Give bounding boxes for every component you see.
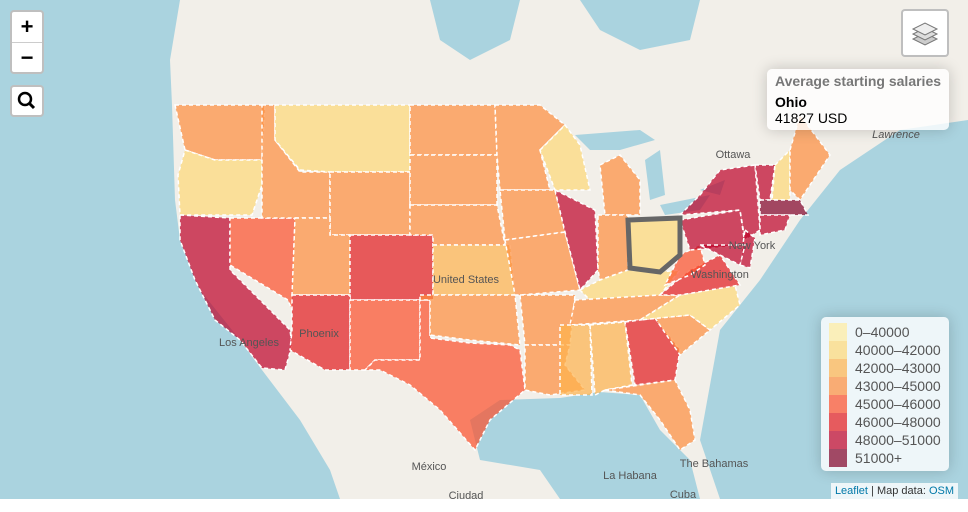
state[interactable]	[499, 189, 566, 241]
info-value: 41827 USD	[775, 110, 848, 126]
attribution: Leaflet | Map data: OSM	[830, 483, 958, 499]
state[interactable]	[657, 254, 742, 296]
place-label: La Habana	[603, 470, 658, 482]
state[interactable]	[759, 214, 792, 236]
state[interactable]	[759, 199, 810, 216]
info-title: Average starting salaries	[775, 73, 942, 89]
zoom-out-button[interactable]: −	[12, 42, 42, 73]
info-name: Ohio	[775, 94, 807, 110]
legend-label: 0–40000	[855, 324, 910, 340]
place-label: México	[412, 461, 447, 473]
legend-label: 40000–42000	[855, 342, 941, 358]
legend-item: 45000–46000	[829, 395, 941, 413]
state[interactable]	[289, 294, 351, 371]
great-lakes	[575, 130, 725, 215]
state[interactable]	[539, 123, 591, 191]
place-label: Los Angeles	[219, 337, 279, 349]
legend-label: 43000–45000	[855, 378, 941, 394]
state[interactable]	[663, 243, 706, 287]
layers-button[interactable]	[901, 9, 949, 57]
state[interactable]	[349, 234, 434, 301]
state[interactable]	[274, 104, 411, 173]
legend: 0–40000 40000–42000 42000–43000 43000–45000…	[821, 317, 949, 471]
legend-item: 42000–43000	[829, 359, 941, 377]
place-label: The Bahamas	[680, 458, 749, 470]
state[interactable]	[699, 244, 746, 267]
legend-swatch	[829, 359, 847, 377]
state[interactable]	[754, 164, 776, 201]
state[interactable]	[432, 244, 516, 296]
leaflet-link[interactable]: Leaflet	[834, 485, 868, 497]
state[interactable]	[363, 299, 526, 452]
state[interactable]	[597, 214, 629, 281]
legend-label: 45000–46000	[855, 396, 941, 412]
search-icon	[17, 91, 36, 110]
osm-link[interactable]: OSM	[928, 485, 954, 497]
pacific-ocean	[0, 0, 340, 499]
state[interactable]	[604, 379, 696, 452]
state[interactable]	[589, 321, 633, 397]
state[interactable]	[494, 104, 567, 191]
legend-swatch	[829, 341, 847, 359]
gulf-of-mexico	[470, 392, 700, 499]
state[interactable]	[599, 154, 641, 216]
state[interactable]	[624, 317, 681, 386]
place-label: Phoenix	[299, 328, 339, 340]
place-label: Lawrence	[872, 129, 920, 141]
state[interactable]	[678, 164, 761, 242]
state[interactable]	[578, 269, 682, 301]
legend-item: 51000+	[829, 449, 941, 467]
attribution-text: Map data:	[876, 485, 926, 497]
state[interactable]	[229, 217, 296, 311]
legend-swatch	[829, 449, 847, 467]
state[interactable]	[409, 154, 498, 206]
zoom-in-button[interactable]: +	[20, 14, 34, 39]
legend-swatch	[829, 431, 847, 449]
state[interactable]	[639, 284, 741, 331]
legend-label: 42000–43000	[855, 360, 941, 376]
legend-item: 40000–42000	[829, 341, 941, 359]
place-labels: Ottawa New York Washington United States…	[219, 129, 920, 499]
place-label: New York	[729, 240, 776, 252]
state[interactable]	[504, 231, 581, 296]
legend-item: 46000–48000	[829, 413, 941, 431]
attribution-separator: |	[871, 485, 874, 497]
zoom-control: + −	[10, 10, 44, 74]
state[interactable]	[553, 188, 599, 292]
place-label: Ciudad	[449, 490, 484, 499]
state[interactable]	[177, 149, 263, 216]
legend-swatch	[829, 413, 847, 431]
state[interactable]	[409, 104, 498, 156]
states	[174, 104, 831, 452]
legend-item: 43000–45000	[829, 377, 941, 395]
state[interactable]	[559, 324, 593, 396]
layers-icon	[911, 22, 939, 46]
search-button[interactable]	[10, 85, 44, 117]
legend-item: 48000–51000	[829, 431, 941, 449]
state[interactable]	[329, 171, 411, 236]
hudson-bay	[430, 0, 700, 60]
state[interactable]	[679, 209, 746, 251]
legend-swatch	[829, 395, 847, 413]
place-label: United States	[433, 274, 500, 286]
legend-swatch	[829, 323, 847, 341]
state[interactable]	[419, 294, 521, 346]
legend-item: 0–40000	[829, 323, 941, 341]
legend-label: 48000–51000	[855, 432, 941, 448]
highlighted-state[interactable]	[625, 215, 683, 275]
legend-swatch	[829, 377, 847, 395]
legend-label: 46000–48000	[855, 414, 941, 430]
legend-label: 51000+	[855, 450, 903, 466]
place-label: Washington	[691, 269, 749, 281]
place-label: Cuba	[670, 489, 697, 499]
info-panel: Average starting salaries Ohio 41827 USD	[767, 69, 949, 130]
place-label: Ottawa	[716, 149, 752, 161]
